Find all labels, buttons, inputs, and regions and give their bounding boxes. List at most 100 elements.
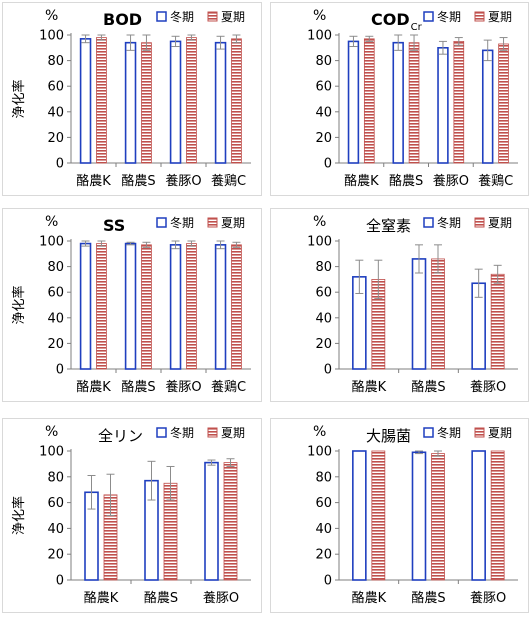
bar-summer: [490, 450, 505, 581]
chart-total-nitrogen: % 全窒素 冬期 夏期 0 20 40 60 80 100 酪農K 酪農S 養豚O: [270, 208, 529, 402]
bar-summer: [490, 273, 505, 370]
x-tick-label: 養豚O: [165, 379, 201, 395]
bar-summer: [96, 243, 107, 370]
bar-winter: [79, 38, 92, 164]
bar-winter: [214, 41, 227, 164]
y-unit-label: %: [313, 424, 326, 440]
legend-swatch-summer: [207, 11, 218, 22]
y-tick-label: 100: [307, 445, 332, 460]
x-tick-label: 養豚O: [433, 173, 469, 189]
y-tick-label: 20: [315, 131, 332, 146]
x-tick-label: 養鶏C: [478, 173, 513, 189]
bar-summer: [223, 462, 238, 581]
y-tick-label: 60: [47, 496, 64, 511]
bar-summer: [431, 453, 445, 581]
y-tick-label: 0: [56, 363, 64, 378]
bar-summer: [371, 450, 386, 581]
x-tick-label: 酪農S: [411, 379, 445, 395]
x-tick-label: 養鶏C: [211, 379, 246, 395]
y-tick-label: 100: [39, 29, 64, 44]
legend-label-summer: 夏期: [221, 216, 245, 230]
y-tick-label: 80: [315, 54, 332, 69]
legend-swatch-winter: [423, 217, 434, 228]
legend-swatch-winter: [423, 427, 434, 438]
x-tick-label: 養豚O: [470, 590, 506, 606]
bar-winter: [124, 242, 137, 370]
bar-summer: [453, 41, 465, 164]
bar-summer: [408, 42, 420, 164]
y-tick-label: 100: [39, 235, 64, 250]
bar-winter: [471, 450, 486, 581]
y-tick-label: 40: [315, 105, 332, 120]
legend-label-winter: 冬期: [437, 215, 461, 230]
x-tick-label: 酪農S: [121, 173, 155, 189]
y-tick-label: 60: [315, 80, 332, 95]
legend-swatch-summer: [207, 217, 218, 228]
chart-coliform: % 大腸菌 冬期 夏期 0 20 40 60 80 100 酪農K 酪農S 養豚O: [270, 418, 529, 613]
y-axis-label: 浄化率: [11, 79, 27, 118]
chart-svg: % 全窒素 冬期 夏期 0 20 40 60 80 100 酪農K 酪農S 養豚O: [307, 214, 518, 395]
legend-swatch-winter: [423, 11, 434, 22]
y-tick-label: 40: [47, 105, 64, 120]
bar-winter: [437, 46, 449, 164]
y-tick-label: 80: [47, 54, 64, 69]
x-tick-label: 養鶏C: [211, 173, 246, 189]
legend-swatch-winter: [156, 11, 167, 22]
bar-winter: [204, 461, 219, 581]
legend-label-summer: 夏期: [488, 10, 512, 24]
x-tick-label: 酪農S: [411, 590, 445, 606]
bar-summer: [141, 42, 152, 164]
bar-winter: [411, 451, 427, 581]
legend-swatch-summer: [474, 217, 485, 228]
y-unit-label: %: [313, 214, 326, 230]
y-tick-label: 20: [47, 131, 64, 146]
chart-title: 全窒素: [366, 217, 411, 235]
y-tick-label: 20: [47, 337, 64, 352]
x-tick-label: 酪農S: [121, 379, 155, 395]
y-unit-label: %: [313, 8, 326, 24]
y-tick-label: 80: [315, 260, 332, 275]
y-tick-label: 80: [315, 470, 332, 485]
legend-swatch-summer: [474, 11, 485, 22]
bar-summer: [431, 258, 445, 370]
x-tick-label: 酪農K: [352, 379, 387, 395]
chart-title: 全リン: [98, 427, 143, 445]
chart-cod: % COD Cr 冬期 夏期 0 20 40 60 80 100 酪農K 酪農S 養豚O 養鶏C: [270, 2, 529, 196]
y-tick-label: 80: [47, 470, 64, 485]
bar-summer: [186, 243, 197, 370]
bar-summer: [141, 244, 152, 370]
legend-swatch-summer: [474, 427, 485, 438]
chart-svg: % COD Cr 冬期 夏期 0 20 40 60 80 100 酪農K 酪農S 養豚O 養鶏C: [307, 8, 518, 189]
legend-label-summer: 夏期: [221, 10, 245, 24]
y-tick-label: 20: [315, 548, 332, 563]
bar-summer: [231, 38, 242, 164]
bar-summer: [96, 37, 107, 164]
y-tick-label: 40: [47, 522, 64, 537]
legend-label-winter: 冬期: [437, 425, 461, 440]
bar-summer: [363, 38, 375, 164]
y-tick-label: 100: [307, 29, 332, 44]
bar-winter: [352, 450, 367, 581]
legend-swatch-winter: [156, 427, 167, 438]
legend-label-summer: 夏期: [488, 426, 512, 440]
chart-total-phosphorus: % 全リン 冬期 夏期 浄化率 0 20 40 60 80 100 酪農K 酪農S 養豚O: [2, 418, 262, 613]
bar-winter: [169, 40, 182, 164]
y-tick-label: 60: [47, 286, 64, 301]
y-tick-label: 40: [47, 311, 64, 326]
chart-title: 大腸菌: [366, 427, 411, 445]
x-tick-label: 養豚O: [203, 590, 239, 606]
y-tick-label: 60: [315, 286, 332, 301]
x-tick-label: 酪農S: [144, 590, 178, 606]
y-tick-label: 0: [56, 157, 64, 172]
chart-title: SS: [103, 216, 125, 235]
chart-svg: % 大腸菌 冬期 夏期 0 20 40 60 80 100 酪農K 酪農S 養豚O: [307, 424, 518, 606]
y-tick-label: 40: [315, 522, 332, 537]
bar-winter: [411, 258, 427, 370]
bar-summer: [186, 37, 197, 164]
bar-winter: [214, 244, 227, 370]
y-tick-label: 0: [324, 363, 332, 378]
y-tick-label: 20: [315, 337, 332, 352]
bar-summer: [231, 244, 242, 370]
y-tick-label: 80: [47, 260, 64, 275]
